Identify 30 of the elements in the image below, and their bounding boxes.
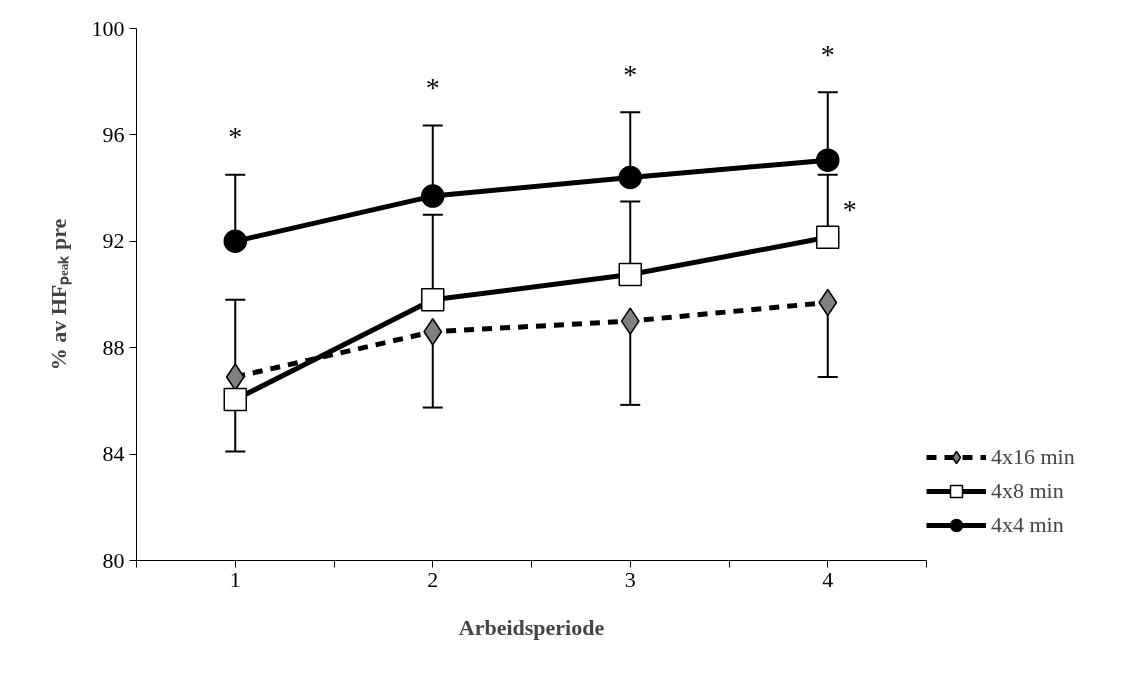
x-tick-label: 1: [229, 566, 241, 592]
x-tick-label: 4: [822, 566, 834, 592]
annotation: *: [820, 38, 835, 70]
y-tick-label: 96: [102, 121, 125, 147]
point: [816, 148, 840, 172]
y-tick-label: 88: [102, 334, 125, 360]
point: [223, 229, 247, 254]
legend-label: 4x4 min: [991, 512, 1064, 538]
x-tick-label: 2: [427, 566, 439, 592]
point: [618, 165, 642, 190]
y-tick-label: 80: [102, 547, 125, 573]
x-axis-title: Arbeidsperiode: [458, 614, 605, 640]
y-axis-title: % av HFₚₑₐₖ pre: [45, 218, 72, 371]
annotation: *: [842, 193, 857, 225]
legend-label: 4x16 min: [991, 444, 1075, 470]
point: [421, 288, 445, 312]
point: [223, 387, 247, 412]
annotation: *: [228, 121, 243, 153]
annotation: *: [425, 72, 440, 104]
legend-label: 4x8 min: [991, 478, 1064, 504]
y-tick-label: 100: [91, 15, 125, 41]
point: [816, 225, 840, 250]
point: [225, 363, 245, 391]
annotation: *: [623, 58, 638, 90]
y-tick-label: 84: [102, 441, 125, 467]
y-tick-label: 92: [102, 228, 125, 254]
point: [620, 307, 640, 335]
point: [618, 262, 642, 287]
point: [421, 184, 445, 208]
x-tick-label: 3: [624, 566, 636, 592]
